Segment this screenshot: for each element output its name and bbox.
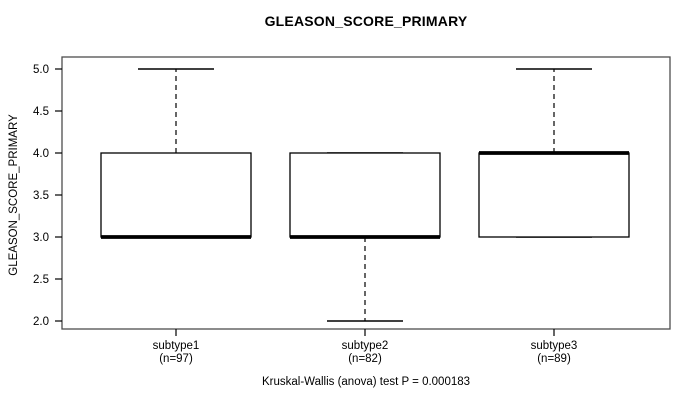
plot-border (61, 56, 671, 330)
group-sublabel-subtype1: (n=97) (159, 353, 193, 365)
y-tick-label: 2.5 (33, 274, 49, 286)
box-subtype2 (289, 152, 441, 238)
group-sublabel-subtype2: (n=82) (348, 353, 382, 365)
group-sublabel-subtype3: (n=89) (537, 353, 571, 365)
y-tick-label: 3.0 (33, 232, 49, 244)
group-label-subtype3: subtype3 (531, 340, 578, 352)
group-label-subtype1: subtype1 (153, 340, 200, 352)
y-tick-label: 3.5 (33, 190, 49, 202)
y-tick-label: 4.0 (33, 148, 49, 160)
y-tick-label: 2.0 (33, 316, 49, 328)
y-axis-label: GLEASON_SCORE_PRIMARY (8, 114, 20, 276)
stat-test-caption: Kruskal-Wallis (anova) test P = 0.000183 (261, 376, 471, 388)
box-subtype3 (478, 152, 630, 238)
group-label-subtype2: subtype2 (342, 340, 389, 352)
y-tick-label: 5.0 (33, 64, 49, 76)
box-subtype1 (100, 152, 252, 238)
chart-title: GLEASON_SCORE_PRIMARY (264, 13, 468, 29)
y-tick-label: 4.5 (33, 106, 49, 118)
